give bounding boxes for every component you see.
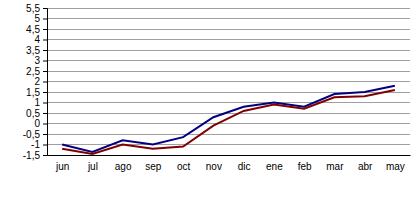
x-axis-line	[48, 155, 411, 156]
y-tick-mark	[43, 50, 47, 51]
x-axis: jun jul ago sep oct nov dic ene feb mar abr may	[48, 155, 411, 172]
y-axis-line	[43, 9, 48, 156]
y-axis: -1,5-1-0,500,511,522,533,544,555,5	[23, 3, 48, 161]
y-tick-mark	[43, 40, 47, 41]
grid-line	[47, 123, 410, 124]
x-tick-label: jul	[87, 161, 98, 172]
x-tick-label: may	[386, 161, 405, 172]
x-tick: jul	[87, 155, 98, 172]
y-tick-label: -1,5	[23, 150, 41, 161]
x-tick: ago	[115, 155, 132, 172]
y-tick-label: 0,5	[26, 108, 40, 119]
series-line	[62, 90, 395, 154]
y-tick: 1,5	[26, 87, 47, 98]
x-tick: feb	[298, 155, 312, 172]
y-tick-mark	[43, 103, 47, 104]
chart: -1,5-1-0,500,511,522,533,544,555,5 jun jul…	[0, 0, 419, 215]
y-tick: 0,5	[26, 108, 47, 119]
x-tick-label: nov	[206, 161, 222, 172]
x-tick: oct	[177, 155, 191, 172]
grid-line	[47, 8, 410, 9]
x-tick: abr	[358, 155, 373, 172]
y-tick: 5,5	[26, 3, 47, 14]
y-tick: 2,5	[26, 66, 47, 77]
y-tick-mark	[43, 113, 47, 114]
x-tick: ene	[266, 155, 283, 172]
y-tick-label: -0,5	[23, 129, 41, 140]
y-tick-label: 5	[34, 13, 40, 24]
grid	[47, 8, 410, 155]
x-tick: jun	[55, 155, 69, 172]
lines	[62, 86, 395, 154]
y-tick-mark	[43, 134, 47, 135]
x-tick: mar	[326, 155, 344, 172]
y-tick-label: 0	[34, 118, 40, 129]
y-tick-mark	[43, 92, 47, 93]
y-tick-label: -1	[31, 139, 40, 150]
y-tick: -0,5	[23, 129, 47, 140]
x-tick: sep	[145, 155, 162, 172]
y-tick-label: 2	[34, 76, 40, 87]
y-tick-label: 1,5	[26, 87, 40, 98]
y-tick: 4,5	[26, 24, 47, 35]
grid-line	[47, 81, 410, 82]
y-tick-label: 5,5	[26, 3, 40, 14]
x-tick-label: mar	[326, 161, 344, 172]
grid-line	[47, 50, 410, 51]
y-tick-label: 3	[34, 55, 40, 66]
y-tick-label: 2,5	[26, 66, 40, 77]
grid-line	[47, 60, 410, 61]
y-tick-mark	[43, 124, 47, 125]
x-tick-label: oct	[177, 161, 191, 172]
y-tick-mark	[43, 19, 47, 20]
y-tick-label: 1	[34, 97, 40, 108]
y-tick-mark	[43, 155, 47, 156]
y-tick: -1	[31, 139, 47, 150]
grid-line	[47, 134, 410, 135]
y-tick-mark	[43, 82, 47, 83]
x-tick-label: dic	[238, 161, 251, 172]
x-tick-label: ago	[115, 161, 132, 172]
y-tick-mark	[43, 71, 47, 72]
grid-line	[47, 29, 410, 30]
y-tick-mark	[43, 8, 47, 9]
x-tick: may	[386, 155, 405, 172]
y-tick-mark	[43, 145, 47, 146]
y-tick: 4	[34, 34, 47, 45]
y-tick-mark	[43, 29, 47, 30]
grid-line	[47, 155, 410, 156]
grid-line	[47, 144, 410, 145]
x-tick-label: abr	[358, 161, 373, 172]
grid-line	[47, 18, 410, 19]
grid-line	[47, 39, 410, 40]
y-tick: 3,5	[26, 45, 47, 56]
y-tick: 2	[34, 76, 47, 87]
x-tick-label: jun	[55, 161, 69, 172]
grid-line	[47, 71, 410, 72]
grid-line	[47, 102, 410, 103]
x-tick-label: feb	[298, 161, 312, 172]
x-tick: dic	[238, 155, 251, 172]
x-tick-label: ene	[266, 161, 283, 172]
y-tick: 0	[34, 118, 47, 129]
y-tick-label: 4,5	[26, 24, 40, 35]
y-tick: 1	[34, 97, 47, 108]
x-tick: nov	[206, 155, 222, 172]
y-tick-label: 4	[34, 34, 40, 45]
y-tick: -1,5	[23, 150, 47, 161]
y-tick: 3	[34, 55, 47, 66]
x-tick-label: sep	[145, 161, 162, 172]
y-tick-label: 3,5	[26, 45, 40, 56]
y-tick: 5	[34, 13, 47, 24]
y-tick-mark	[43, 61, 47, 62]
